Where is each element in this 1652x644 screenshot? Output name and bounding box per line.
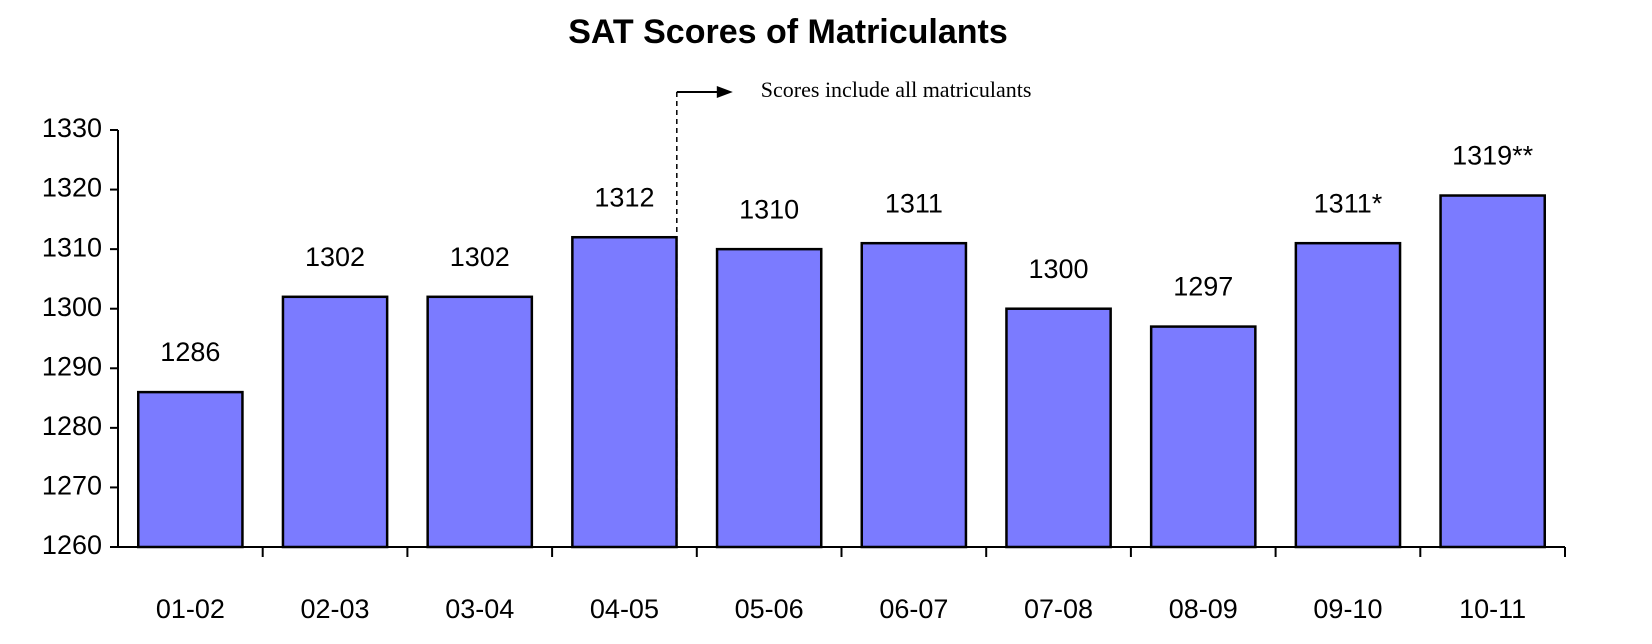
y-tick-label: 1290 [42,351,102,381]
value-label: 1302 [305,242,365,272]
bar [860,241,968,549]
x-tick-label: 06-07 [879,594,948,624]
x-tick-label: 02-03 [301,594,370,624]
x-tick-label: 04-05 [590,594,659,624]
y-tick-label: 1270 [42,471,102,501]
bar [426,295,534,549]
y-tick-label: 1280 [42,411,102,441]
bar [715,247,823,549]
bar [1294,241,1402,549]
value-label: 1311* [1314,188,1383,218]
y-tick-label: 1310 [42,232,102,262]
value-label: 1312 [594,182,654,212]
y-tick-label: 1260 [42,530,102,560]
x-tick-label: 05-06 [735,594,804,624]
y-tick-label: 1320 [42,173,102,203]
bar [571,235,678,549]
x-tick-label: 09-10 [1313,594,1382,624]
value-label: 1286 [160,337,220,367]
bar [1149,325,1257,549]
x-tick-label: 08-09 [1169,594,1238,624]
arrow-head [716,86,733,98]
bar [1005,307,1112,549]
x-tick-label: 07-08 [1024,594,1093,624]
y-tick-label: 1300 [42,292,102,322]
annotation: Scores include all matriculants [761,77,1032,102]
bar [137,390,244,549]
value-label: 1310 [739,194,799,224]
x-tick-label: 10-11 [1459,594,1526,624]
value-label: 1300 [1029,254,1089,284]
value-label: 1302 [450,242,510,272]
bar [281,295,389,549]
x-tick-label: 03-04 [445,594,514,624]
chart-title: SAT Scores of Matriculants [568,13,1008,51]
value-label: 1319** [1452,141,1534,171]
bar [1439,194,1546,549]
value-label: 1311 [885,188,943,218]
value-label: 1297 [1173,272,1233,302]
y-tick-label: 1330 [42,113,102,143]
x-tick-label: 01-02 [156,594,225,624]
